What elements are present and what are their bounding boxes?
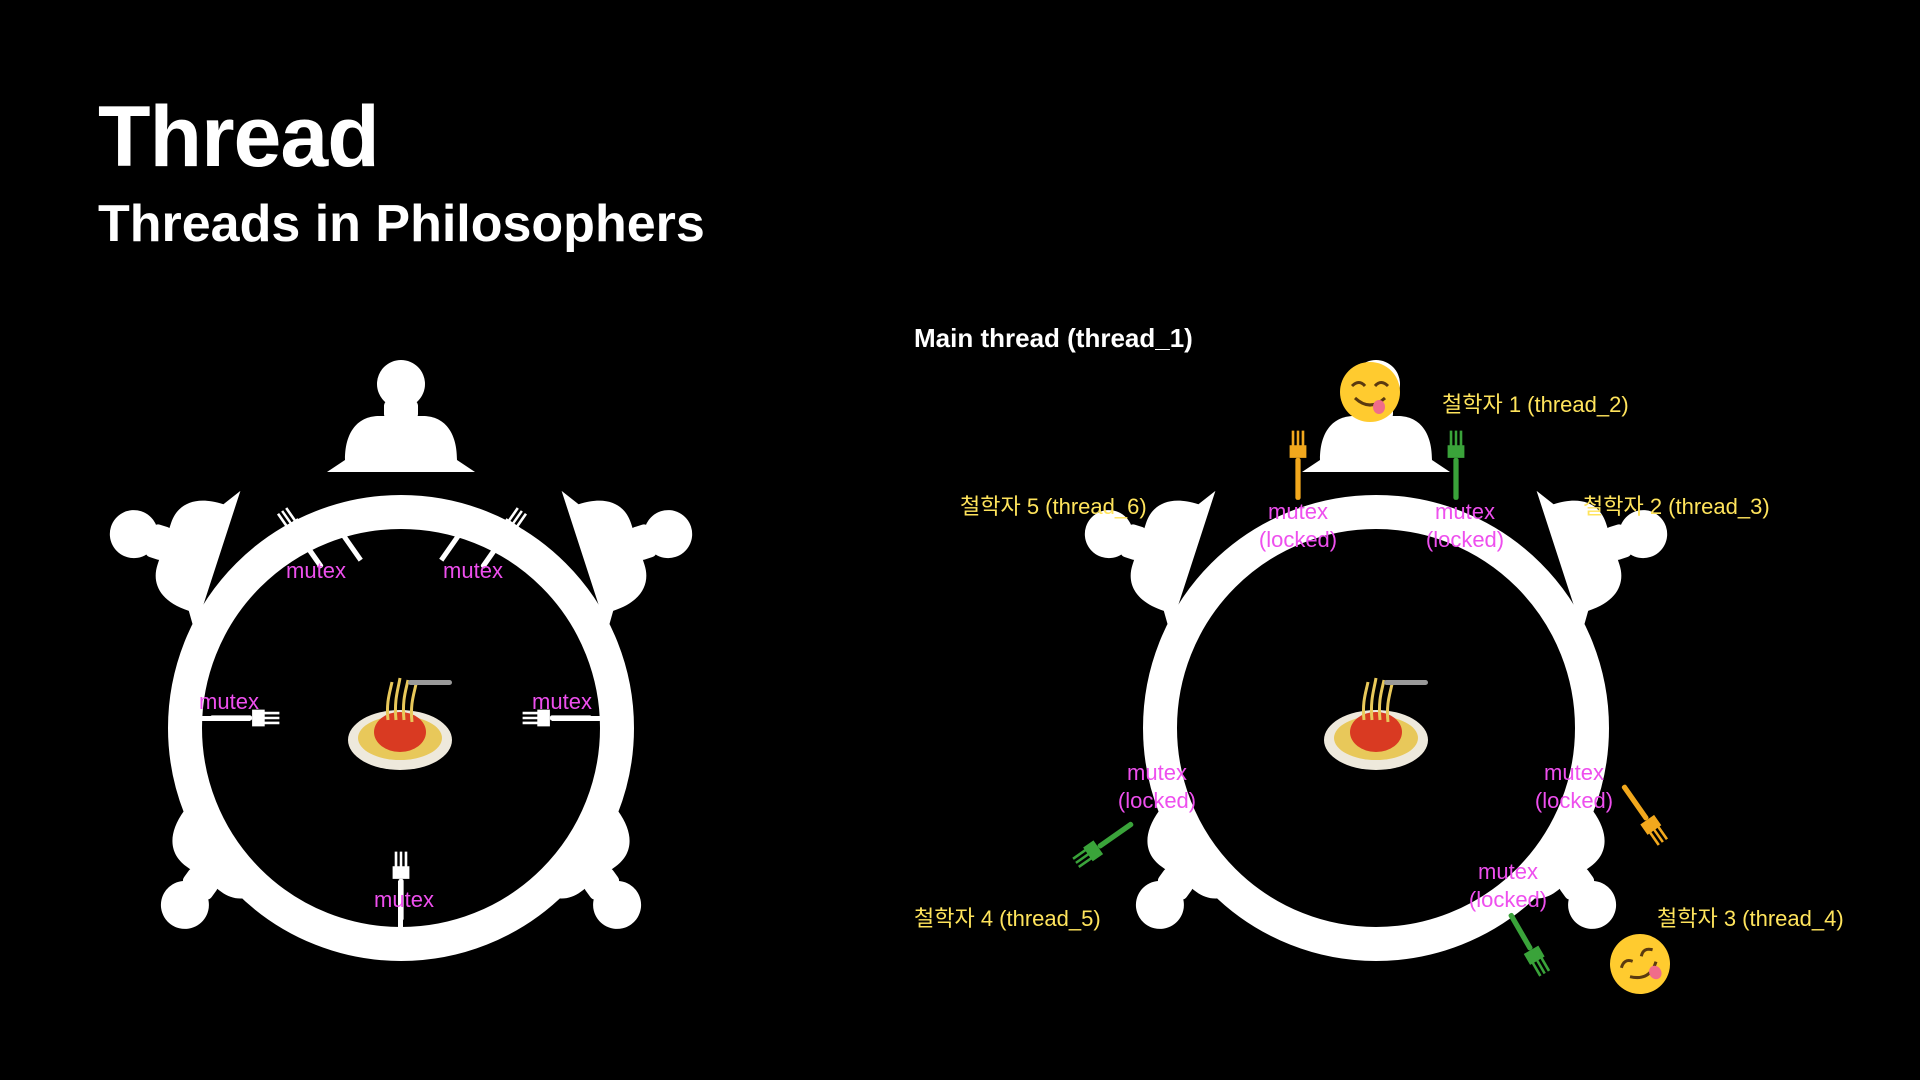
mutex-label: mutex xyxy=(199,689,259,714)
mutex-label: mutex xyxy=(374,887,434,912)
locked-mutex-label: mutex (locked) xyxy=(1468,859,1548,912)
mutex-label: mutex xyxy=(532,689,592,714)
philosopher-2-label: 철학자 2 (thread_3) xyxy=(1583,494,1770,519)
left-diagram xyxy=(88,360,714,968)
locked-mutex-label: mutex (locked) xyxy=(1258,499,1338,552)
main-thread-label: Main thread (thread_1) xyxy=(914,323,1193,353)
left-forks xyxy=(202,506,600,933)
mutex-label: mutex xyxy=(443,558,503,583)
locked-mutex-label: mutex (locked) xyxy=(1534,760,1614,813)
slide-title: Thread xyxy=(98,89,380,185)
fork-icon xyxy=(1502,909,1552,978)
slide-subtitle: Threads in Philosophers xyxy=(98,195,705,253)
fork-icon xyxy=(1616,780,1670,847)
locked-mutex-label: mutex (locked) xyxy=(1425,499,1505,552)
locked-mutex-label: mutex (locked) xyxy=(1117,760,1197,813)
eating-face-icon xyxy=(1338,360,1402,424)
philosopher-1-label: 철학자 1 (thread_2) xyxy=(1442,392,1629,417)
philosopher-5-label: 철학자 5 (thread_6) xyxy=(960,494,1147,519)
mutex-label: mutex xyxy=(286,558,346,583)
right-diagram xyxy=(1063,360,1689,1007)
philosopher-3-label: 철학자 3 (thread_4) xyxy=(1657,906,1844,931)
philosopher-4-label: 철학자 4 (thread_5) xyxy=(914,906,1101,931)
fork-icon xyxy=(1447,430,1465,500)
fork-icon xyxy=(1071,816,1138,870)
eating-face-icon xyxy=(1597,921,1683,1007)
fork-icon xyxy=(1289,430,1307,500)
